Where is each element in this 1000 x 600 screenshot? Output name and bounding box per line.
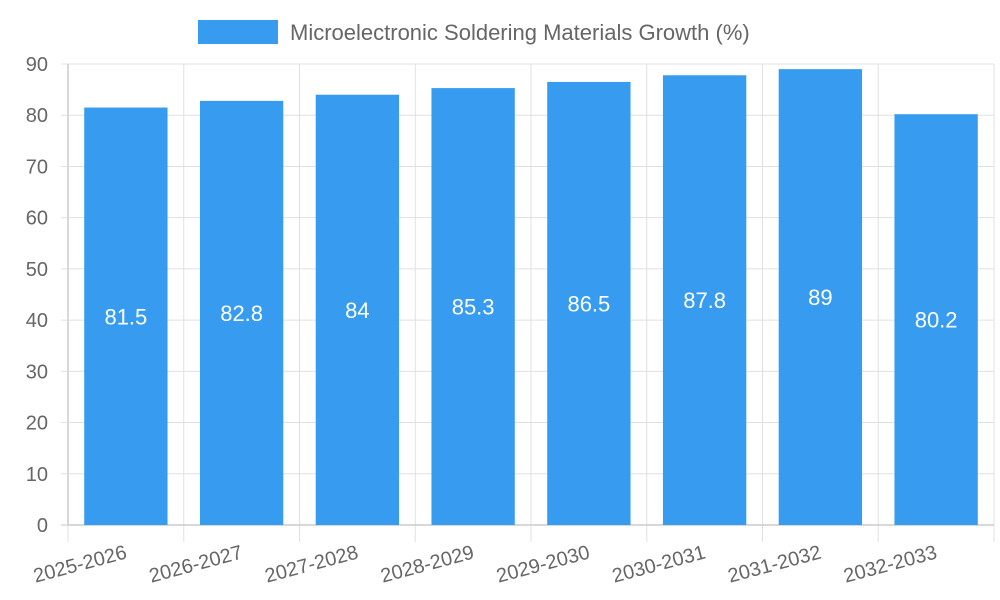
x-tick-label: 2032-2033 — [841, 542, 939, 588]
y-tick-label: 20 — [26, 413, 48, 435]
legend-label: Microelectronic Soldering Materials Grow… — [290, 20, 750, 45]
bar-value-label: 87.8 — [683, 288, 726, 313]
y-tick-label: 50 — [26, 259, 48, 281]
y-tick-label: 0 — [37, 515, 48, 537]
x-tick-label: 2028-2029 — [378, 542, 476, 588]
bar[interactable] — [315, 94, 400, 525]
y-tick-label: 40 — [26, 310, 48, 332]
x-tick-label: 2029-2030 — [494, 542, 592, 588]
bar-value-label: 80.2 — [915, 308, 958, 333]
x-axis-ticks: 2025-2026 2026-2027 2027-2028 2028-2029 2029… — [31, 542, 939, 588]
bar-value-label: 84 — [345, 298, 369, 323]
bar[interactable] — [894, 114, 978, 525]
bar[interactable] — [431, 88, 515, 525]
bar[interactable] — [199, 100, 284, 525]
legend-swatch — [198, 20, 278, 44]
bar-value-label: 86.5 — [567, 291, 610, 316]
y-tick-label: 60 — [26, 208, 48, 230]
y-tick-label: 80 — [26, 105, 48, 127]
bar[interactable] — [778, 69, 863, 525]
x-tick-label: 2031-2032 — [726, 542, 824, 588]
bar[interactable] — [84, 107, 168, 526]
bar[interactable] — [662, 75, 747, 525]
legend[interactable]: Microelectronic Soldering Materials Grow… — [198, 20, 750, 45]
x-tick-label: 2026-2027 — [147, 542, 245, 588]
bar-value-label: 89 — [808, 285, 832, 310]
x-tick-label: 2027-2028 — [263, 542, 361, 588]
bars — [84, 69, 978, 526]
y-axis-ticks: 0 10 20 30 40 50 60 70 80 90 — [26, 54, 68, 537]
y-tick-label: 90 — [26, 54, 48, 76]
bar[interactable] — [547, 81, 631, 525]
y-tick-label: 30 — [26, 361, 48, 383]
bar-value-label: 81.5 — [104, 304, 147, 329]
data-labels: 81.5 82.8 84 85.3 86.5 87.8 89 80.2 — [104, 285, 957, 333]
x-tick-label: 2030-2031 — [610, 542, 708, 588]
x-tick-label: 2025-2026 — [31, 542, 129, 588]
bar-value-label: 82.8 — [220, 301, 263, 326]
y-tick-label: 70 — [26, 156, 48, 178]
bar-value-label: 85.3 — [452, 295, 495, 320]
y-tick-label: 10 — [26, 464, 48, 486]
